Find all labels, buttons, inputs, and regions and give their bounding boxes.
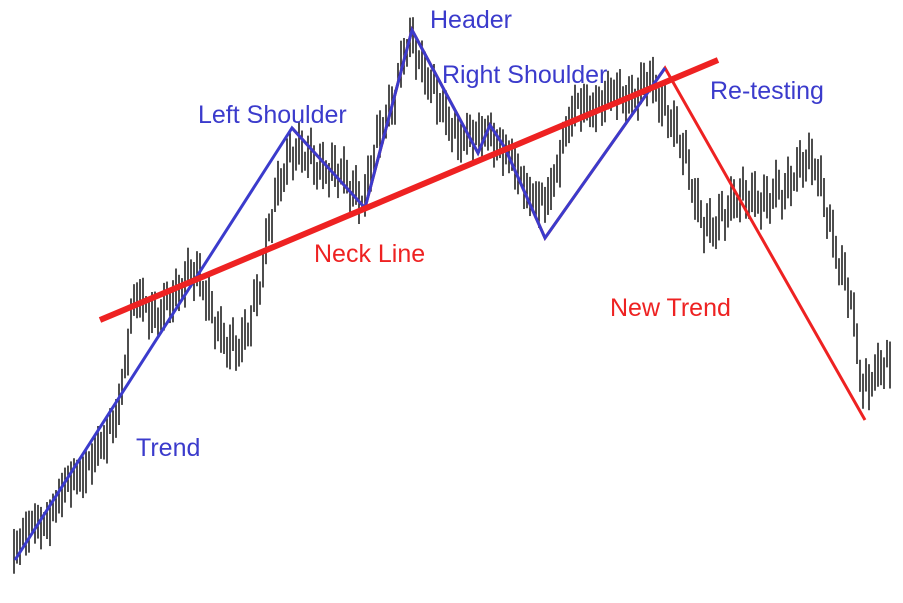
label-neck-line: Neck Line xyxy=(314,240,425,268)
label-re-testing: Re-testing xyxy=(710,77,824,105)
trend-lines-layer xyxy=(13,25,867,561)
label-right-shoulder: Right Shoulder xyxy=(442,61,607,89)
neck-line xyxy=(98,57,720,323)
label-header: Header xyxy=(430,6,512,34)
price-bars-layer xyxy=(13,17,891,574)
blue-trend-line xyxy=(13,25,667,561)
label-left-shoulder: Left Shoulder xyxy=(198,101,347,129)
label-new-trend: New Trend xyxy=(610,294,731,322)
label-trend: Trend xyxy=(136,434,200,462)
